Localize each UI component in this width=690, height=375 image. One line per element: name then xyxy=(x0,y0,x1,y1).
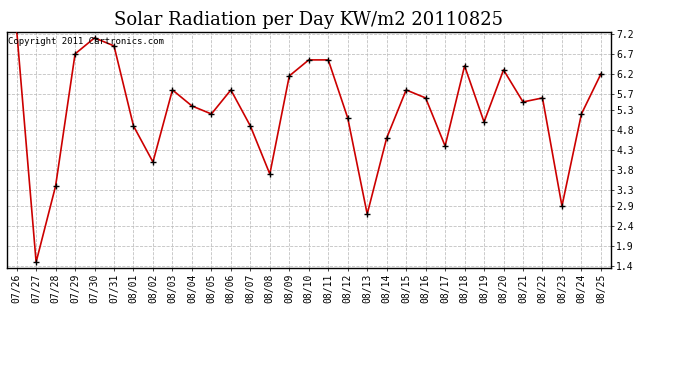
Title: Solar Radiation per Day KW/m2 20110825: Solar Radiation per Day KW/m2 20110825 xyxy=(115,11,503,29)
Text: Copyright 2011 Cartronics.com: Copyright 2011 Cartronics.com xyxy=(8,37,164,46)
